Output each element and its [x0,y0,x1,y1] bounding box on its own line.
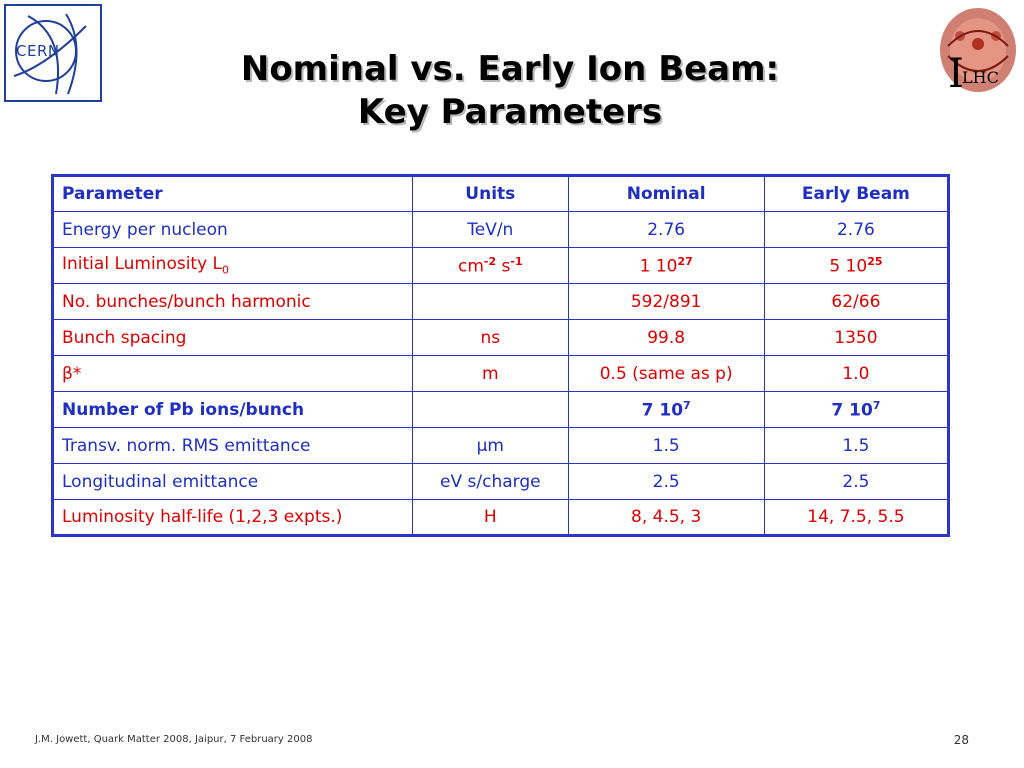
units-cm-exp: -2 [483,254,497,268]
row-parameter: Transv. norm. RMS emittance [51,427,414,464]
header-units: Units [412,175,569,212]
units-s-exp: -1 [510,254,523,268]
table-row: Transv. norm. RMS emittance μm 1.5 1.5 [51,427,950,464]
row-units: TeV/n [412,211,569,248]
row-parameter: Initial Luminosity L0 [51,247,414,284]
title-line-2: Key Parameters [357,92,663,132]
row-units: eV s/charge [412,463,569,500]
row-nominal: 8, 4.5, 3 [567,499,765,536]
table-row: β* m 0.5 (same as p) 1.0 [51,355,950,392]
cern-logo-text: CERN [16,42,60,60]
row-early: 62/66 [763,283,950,320]
table-row: Number of Pb ions/bunch 7 107 7 107 [51,391,950,428]
cern-logo-graphic [13,13,87,95]
table-row: No. bunches/bunch harmonic 592/891 62/66 [51,283,950,320]
row-units: m [412,355,569,392]
row-parameter: Luminosity half-life (1,2,3 expts.) [51,499,414,536]
nominal-exp: 7 [683,398,691,412]
nominal-exp: 27 [677,254,693,268]
row-early: 1350 [763,319,950,356]
lhc-logo: I LHC [938,6,1018,100]
table-row: Longitudinal emittance eV s/charge 2.5 2… [51,463,950,500]
page-number: 28 [953,733,969,747]
row-nominal: 7 107 [567,391,765,428]
table-row: Bunch spacing ns 99.8 1350 [51,319,950,356]
row-parameter: β* [51,355,414,392]
table-row: Luminosity half-life (1,2,3 expts.) H 8,… [51,499,950,536]
row-nominal: 1 1027 [567,247,765,284]
early-exp: 7 [872,398,881,412]
row-early: 7 107 [763,391,950,428]
row-nominal: 592/891 [567,283,765,320]
row-parameter: Number of Pb ions/bunch [51,391,414,428]
row-early: 2.76 [763,211,950,248]
row-nominal: 2.76 [567,211,765,248]
row-parameter-text: Initial Luminosity L [62,254,223,275]
header-nominal: Nominal [567,175,765,212]
row-nominal: 2.5 [567,463,765,500]
header-parameter: Parameter [51,175,414,212]
lhc-logo-initial: I [948,51,964,97]
row-nominal: 99.8 [567,319,765,356]
early-base: 7 10 [831,400,873,421]
row-parameter: Longitudinal emittance [51,463,414,500]
row-units [412,391,569,428]
title-line-1: Nominal vs. Early Ion Beam: [240,49,780,89]
lhc-logo-text: LHC [962,68,999,87]
header-early-beam: Early Beam [763,175,950,212]
row-parameter: No. bunches/bunch harmonic [51,283,414,320]
cern-logo: CERN [4,4,102,102]
page-title: Nominal vs. Early Ion Beam: Key Paramete… [160,48,860,134]
row-early: 5 1025 [763,247,950,284]
parameters-table: Parameter Units Nominal Early Beam Energ… [51,174,950,537]
early-base: 5 10 [829,256,868,277]
units-cm: cm [457,256,484,277]
row-early: 2.5 [763,463,950,500]
row-nominal: 1.5 [567,427,765,464]
table-header-row: Parameter Units Nominal Early Beam [51,175,950,212]
row-units: H [412,499,569,536]
row-parameter-subscript: 0 [222,263,230,277]
row-early: 14, 7.5, 5.5 [763,499,950,536]
table-row: Energy per nucleon TeV/n 2.76 2.76 [51,211,950,248]
row-units: ns [412,319,569,356]
footer-text: J.M. Jowett, Quark Matter 2008, Jaipur, … [35,734,313,745]
early-exp: 25 [867,254,883,268]
row-early: 1.0 [763,355,950,392]
table-row: Initial Luminosity L0 cm-2 s-1 1 1027 5 … [51,247,950,284]
row-early: 1.5 [763,427,950,464]
nominal-base: 7 10 [641,400,684,421]
nominal-base: 1 10 [639,256,678,277]
row-units [412,283,569,320]
row-parameter: Bunch spacing [51,319,414,356]
lhc-logo-graphic [940,8,1016,92]
units-s: s [496,256,511,277]
row-units: μm [412,427,569,464]
row-nominal: 0.5 (same as p) [567,355,765,392]
row-parameter: Energy per nucleon [51,211,414,248]
row-units: cm-2 s-1 [412,247,569,284]
